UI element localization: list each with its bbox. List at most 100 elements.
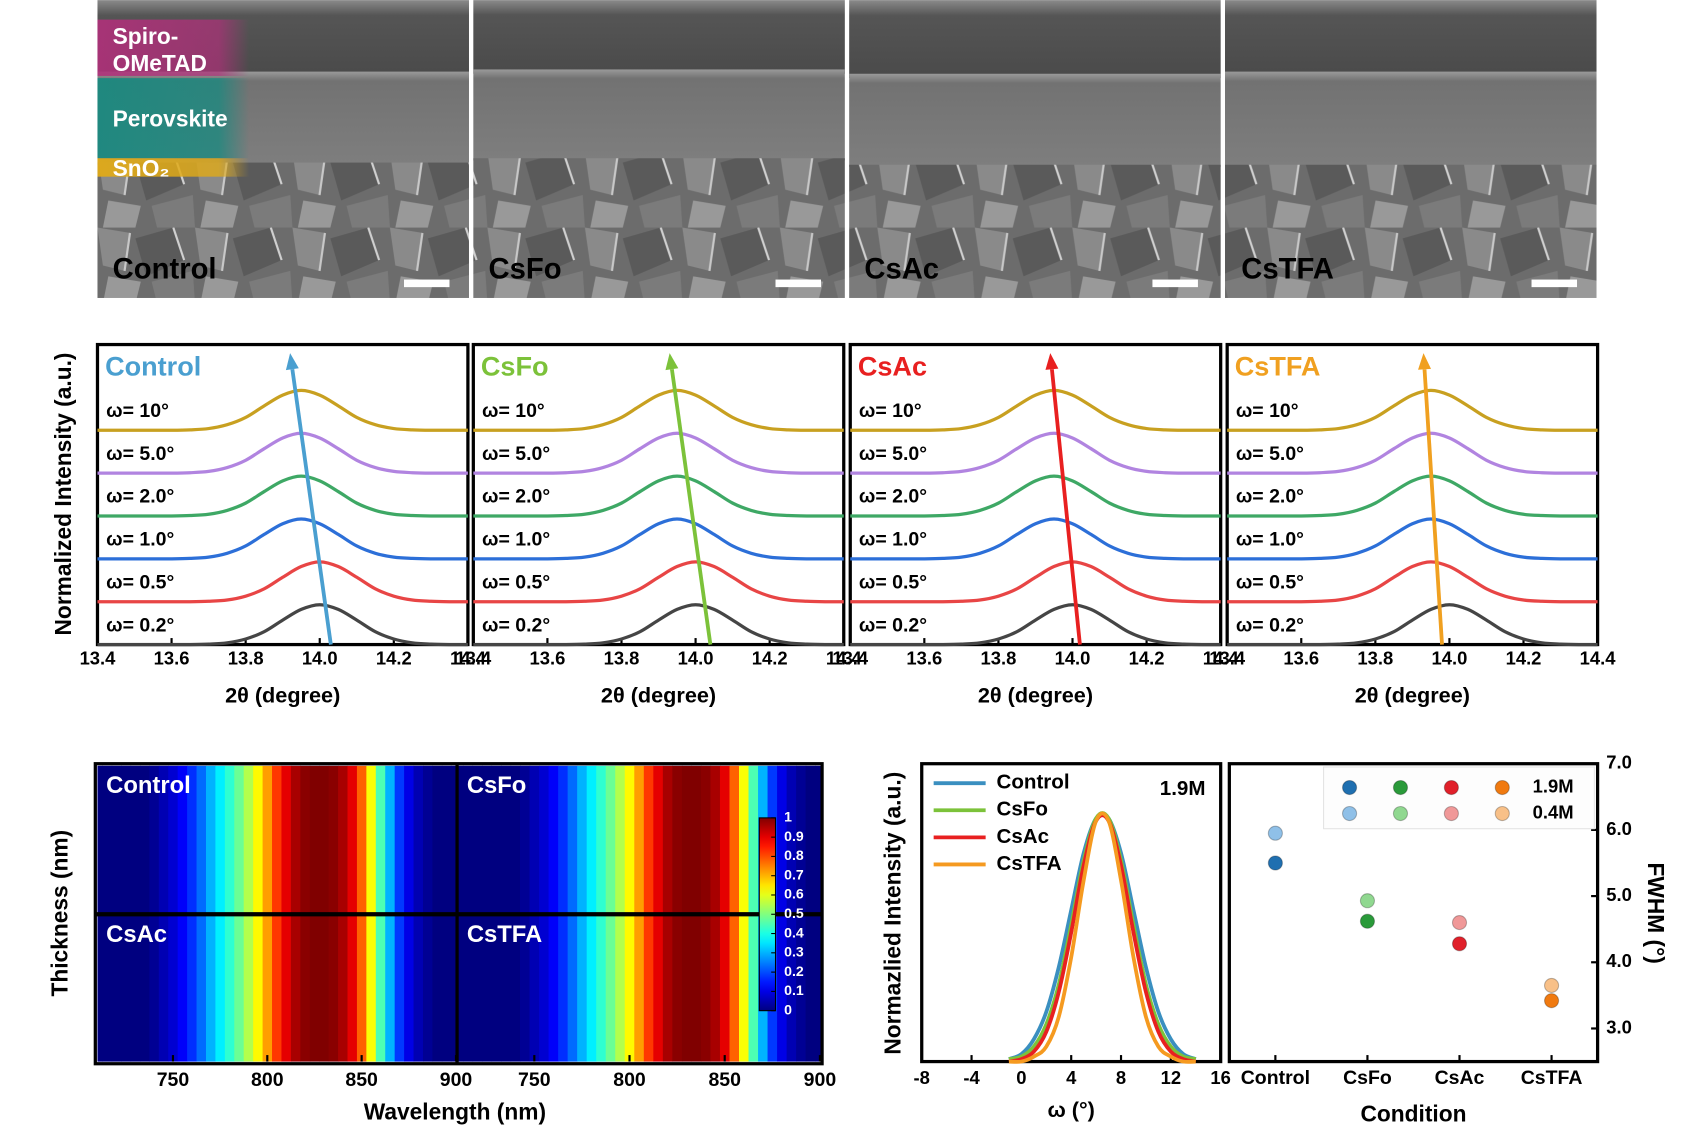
legend-label: CsAc [996,825,1049,848]
heatmap-cell [262,915,273,1062]
scatter-point [1359,893,1376,909]
legend-marker [1443,779,1459,796]
sem-panel [849,0,1221,298]
heatmap-cell [366,765,377,914]
line-series [1227,431,1598,475]
x-tick-label: 13.8 [981,648,1017,669]
x-tick-label: 0 [1016,1067,1026,1088]
arrow-shaft [1422,369,1444,645]
heatmap-cell [691,765,702,914]
heatmap-cell [596,765,607,914]
heatmap-cell [577,765,588,914]
line-series [850,431,1221,475]
heatmap-cell [347,765,358,914]
heatmap-cell [653,765,664,914]
y2-tick-label: 5.0 [1606,884,1632,905]
heatmap-cell [586,915,597,1062]
x-tick-label: 13.4 [455,648,492,669]
heatmap-cell [624,765,635,914]
arrow-head [665,353,679,371]
heatmap-cell [491,915,502,1062]
legend-label: 0.4M [1533,801,1574,822]
heatmap-cell [413,915,424,1062]
line-series [850,474,1221,518]
legend-marker [1392,779,1409,796]
legend-marker [1494,805,1510,822]
sample-label: CsAc [864,254,939,286]
heatmap-cell [605,915,616,1062]
heatmap-cell [139,915,151,1062]
line-series [1227,474,1598,518]
heatmap-cell [596,915,607,1062]
scatter-point [1267,855,1283,871]
heatmap-cell [672,765,683,914]
heatmap-cell [432,765,443,914]
sample-label: CsFo [488,254,561,286]
heatmap-cell [441,765,452,914]
heatmap-cell [653,915,664,1062]
series-label: ω= 2.0° [859,486,927,508]
colorbar-tick-label: 0.8 [784,847,804,863]
heatmap-cell [281,915,292,1062]
peak-arrow [1418,353,1444,645]
heatmap-cell [739,765,750,914]
arrow-head [1045,353,1059,370]
heatmap-panel: Control [97,765,457,914]
line-series [473,474,844,518]
x-tick-label: 14.2 [376,648,412,669]
heatmap-cell [729,915,740,1062]
heatmap-cell [451,915,457,1062]
x-tick-label: CsTFA [1521,1067,1583,1089]
x-tick-label: 900 [440,1069,473,1091]
series-label: ω= 1.0° [1236,529,1304,551]
x-tick-label: 13.8 [604,648,640,669]
series-label: ω= 1.0° [106,529,174,551]
y2-tick-label: 6.0 [1606,818,1632,839]
scatter-point [1359,913,1376,929]
x-tick-label: CsFo [1343,1067,1392,1089]
x-tick-label: 850 [708,1069,741,1091]
heatmap-cell [158,915,169,1062]
x-axis-label: 2θ (degree) [601,682,716,707]
heatmap-cell [272,915,283,1062]
x-tick-label: 900 [804,1069,837,1091]
heatmap-cell [786,765,797,914]
heatmap-cell [168,765,179,914]
x-tick-label: 14.2 [752,648,788,669]
x-tick-label: 750 [157,1069,190,1091]
series-label: ω= 0.2° [106,614,174,636]
heatmap-cell [662,915,674,1062]
heatmap-cell [224,765,235,914]
heatmap-cell [548,915,559,1062]
heatmap-cell [748,915,759,1062]
layer-label: SnO₂ [113,155,170,181]
heatmap-cell [319,915,330,1062]
x-tick-label: 14.0 [302,648,338,669]
heatmap-cell [385,765,396,914]
x-tick-label: 14.2 [1129,648,1165,669]
heatmap-cell [458,765,464,914]
heatmap-cell [196,915,207,1062]
x-tick-label: 13.8 [1357,648,1393,669]
heatmap-cell [500,915,512,1062]
heatmap-cell [796,765,807,914]
heatmap-cell [634,765,645,914]
heatmap-cell [529,765,540,914]
heatmap-cell [748,765,759,914]
heatmap-cell [356,915,368,1062]
heatmap-cell [796,915,807,1062]
x-tick-label: 13.6 [906,648,942,669]
peak-arrow [1045,353,1082,645]
legend-marker [1494,779,1510,796]
legend-label: CsFo [996,798,1047,821]
heatmap-cell [529,915,540,1062]
series-label: ω= 0.5° [1236,571,1304,593]
heatmap-cell [319,765,330,914]
sample-label: Control [113,254,217,286]
line-series [850,388,1221,432]
heatmap-cell [481,915,493,1062]
plot-panel: -8 -4 0 4 8 12 16 ω (°) 1.9M Control CsFo CsAc CsTFA [914,762,1231,1122]
x-axis-label: 2θ (degree) [225,682,340,707]
heatmap-cell [700,915,712,1062]
x-tick-label: 12 [1161,1067,1181,1088]
